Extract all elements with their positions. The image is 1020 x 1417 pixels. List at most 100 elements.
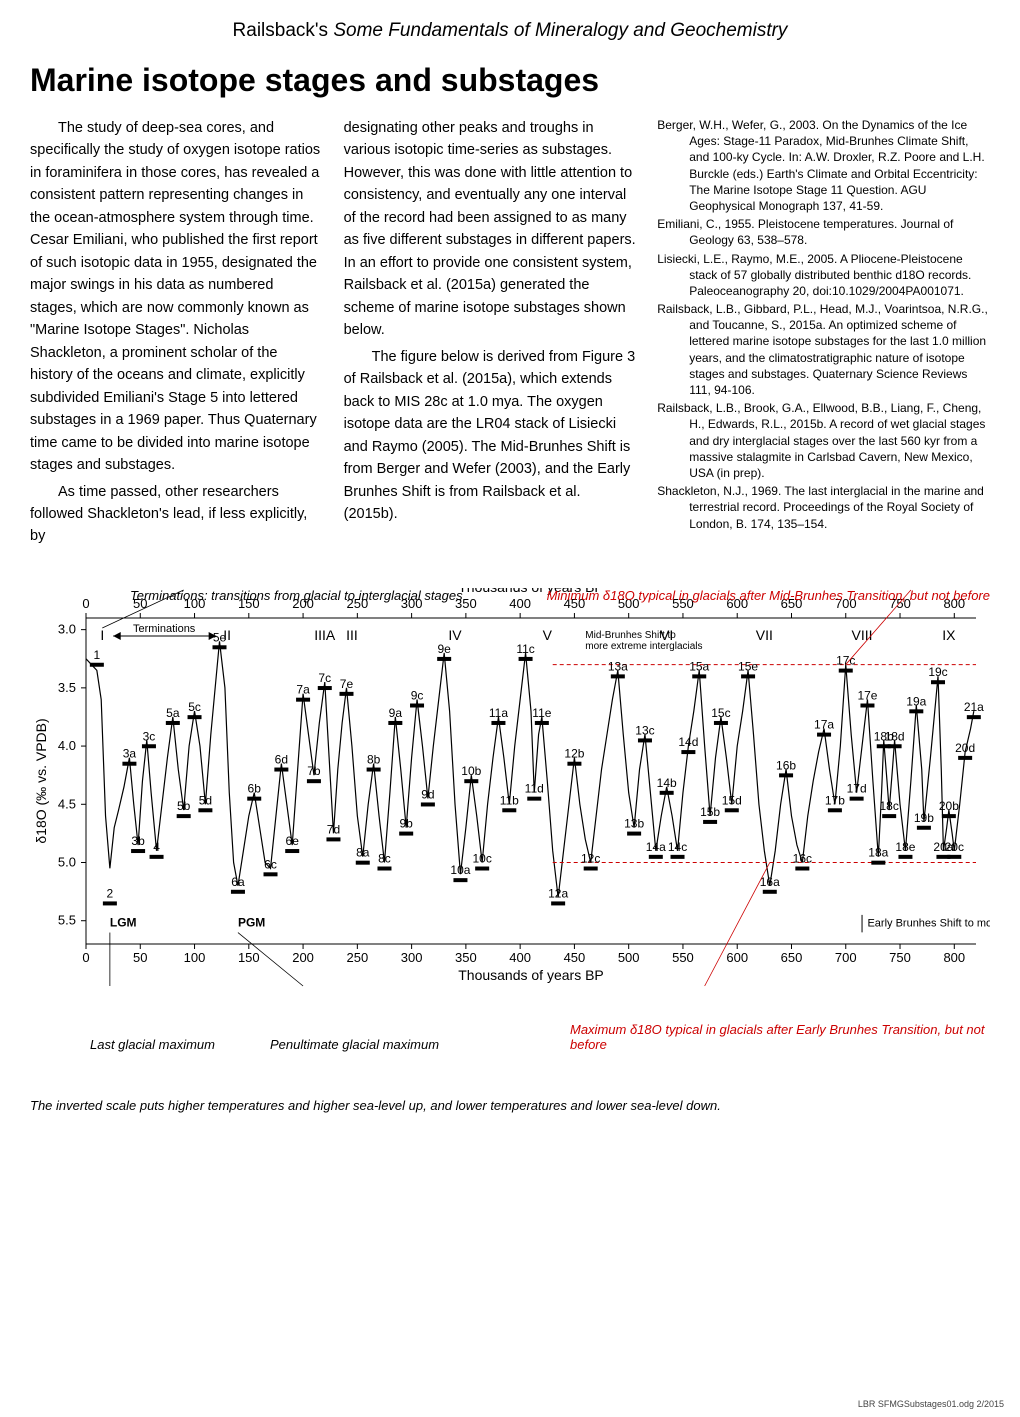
svg-text:5a: 5a (166, 706, 180, 720)
svg-text:18e: 18e (895, 840, 915, 854)
svg-text:3c: 3c (143, 729, 156, 743)
reference: Railsback, L.B., Gibbard, P.L., Head, M.… (657, 301, 990, 398)
svg-text:LGM: LGM (110, 915, 137, 929)
svg-text:13b: 13b (624, 816, 644, 830)
svg-text:7e: 7e (340, 677, 354, 691)
svg-text:18a: 18a (868, 846, 888, 860)
col1-para2: As time passed, other researchers follow… (30, 481, 324, 548)
svg-text:7b: 7b (307, 764, 321, 778)
svg-text:Thousands of years BP: Thousands of years BP (458, 967, 604, 983)
svg-text:0: 0 (82, 950, 89, 965)
svg-text:15e: 15e (738, 659, 758, 673)
body-column-2: designating other peaks and troughs in v… (344, 117, 638, 552)
svg-text:200: 200 (292, 950, 314, 965)
svg-text:18c: 18c (879, 799, 898, 813)
svg-text:16c: 16c (793, 851, 812, 865)
svg-text:Mid-Brunhes Shift to: Mid-Brunhes Shift to (585, 630, 676, 641)
svg-text:Early Brunhes Shift to more ex: Early Brunhes Shift to more extreme glac… (867, 917, 990, 929)
svg-text:8b: 8b (367, 752, 381, 766)
svg-text:4: 4 (153, 840, 160, 854)
svg-text:15c: 15c (711, 706, 730, 720)
svg-text:400: 400 (509, 950, 531, 965)
svg-text:9e: 9e (437, 642, 451, 656)
svg-text:more extreme interglacials: more extreme interglacials (585, 641, 702, 652)
reference: Berger, W.H., Wefer, G., 2003. On the Dy… (657, 117, 990, 214)
max-d18o-annotation: Maximum δ18O typical in glacials after E… (570, 1022, 990, 1052)
col1-para1: The study of deep-sea cores, and specifi… (30, 117, 324, 477)
svg-text:6a: 6a (231, 875, 245, 889)
svg-text:9b: 9b (400, 816, 414, 830)
reference: Lisiecki, L.E., Raymo, M.E., 2005. A Pli… (657, 251, 990, 300)
reference: Railsback, L.B., Brook, G.A., Ellwood, B… (657, 400, 990, 481)
svg-text:7a: 7a (296, 683, 310, 697)
svg-text:16a: 16a (760, 875, 780, 889)
svg-text:9d: 9d (421, 787, 434, 801)
svg-text:19b: 19b (914, 811, 934, 825)
svg-text:VIII: VIII (852, 627, 873, 643)
svg-text:5.0: 5.0 (58, 854, 76, 869)
terminations-annotation: Terminations: transitions from glacial t… (130, 588, 463, 603)
credit-line: LBR SFMGSubstages01.odg 2/2015 (858, 1399, 1004, 1409)
svg-text:12b: 12b (564, 747, 584, 761)
svg-text:14a: 14a (646, 840, 666, 854)
chart-container: Terminations: transitions from glacial t… (30, 588, 990, 1048)
body-column-1: The study of deep-sea cores, and specifi… (30, 117, 324, 552)
reference: Emiliani, C., 1955. Pleistocene temperat… (657, 216, 990, 248)
svg-text:6e: 6e (286, 834, 300, 848)
svg-text:6d: 6d (275, 752, 288, 766)
col2-para1: designating other peaks and troughs in v… (344, 117, 638, 342)
svg-text:17a: 17a (814, 718, 834, 732)
min-d18o-annotation: Minimum δ18O typical in glacials after M… (547, 588, 990, 603)
svg-text:PGM: PGM (238, 915, 265, 929)
svg-text:IV: IV (448, 627, 462, 643)
svg-text:IX: IX (942, 627, 956, 643)
svg-text:11a: 11a (489, 706, 508, 720)
svg-text:7d: 7d (327, 822, 340, 836)
svg-text:450: 450 (564, 950, 586, 965)
svg-text:15b: 15b (700, 805, 720, 819)
svg-text:5b: 5b (177, 799, 191, 813)
svg-text:20b: 20b (939, 799, 959, 813)
svg-text:3a: 3a (123, 747, 137, 761)
svg-text:VII: VII (756, 627, 773, 643)
svg-text:700: 700 (835, 950, 857, 965)
svg-text:9a: 9a (389, 706, 403, 720)
svg-text:9c: 9c (411, 688, 424, 702)
svg-text:I: I (100, 627, 104, 643)
svg-text:17c: 17c (836, 653, 855, 667)
svg-text:6b: 6b (248, 782, 262, 796)
svg-text:5e: 5e (213, 630, 227, 644)
svg-text:250: 250 (346, 950, 368, 965)
svg-text:11d: 11d (525, 782, 544, 796)
references-column: Berger, W.H., Wefer, G., 2003. On the Dy… (657, 117, 990, 552)
svg-text:10a: 10a (450, 863, 470, 877)
svg-text:10b: 10b (461, 764, 481, 778)
svg-text:2: 2 (107, 886, 114, 900)
svg-text:18d: 18d (885, 729, 905, 743)
reference: Shackleton, N.J., 1969. The last intergl… (657, 483, 990, 532)
svg-text:4.0: 4.0 (58, 738, 76, 753)
svg-text:11e: 11e (532, 706, 551, 720)
svg-text:50: 50 (133, 950, 147, 965)
isotope-chart: 0050501001001501502002002502503003003503… (30, 588, 990, 988)
svg-text:11c: 11c (516, 642, 534, 656)
svg-text:5.5: 5.5 (58, 913, 76, 928)
svg-text:0: 0 (82, 596, 89, 611)
svg-text:3.0: 3.0 (58, 622, 76, 637)
svg-text:19a: 19a (906, 694, 926, 708)
svg-text:12a: 12a (548, 886, 568, 900)
text-columns: The study of deep-sea cores, and specifi… (30, 117, 990, 552)
svg-text:16b: 16b (776, 758, 796, 772)
svg-text:IIIA: IIIA (314, 627, 336, 643)
svg-text:10c: 10c (472, 851, 491, 865)
svg-text:5d: 5d (199, 793, 212, 807)
svg-text:4.5: 4.5 (58, 796, 76, 811)
svg-text:3.5: 3.5 (58, 680, 76, 695)
main-title: Marine isotope stages and substages (30, 62, 990, 99)
svg-text:6c: 6c (264, 857, 277, 871)
svg-text:600: 600 (726, 950, 748, 965)
svg-text:15d: 15d (722, 793, 742, 807)
svg-text:150: 150 (238, 950, 260, 965)
svg-text:8c: 8c (378, 851, 391, 865)
svg-text:Terminations: Terminations (133, 623, 196, 635)
